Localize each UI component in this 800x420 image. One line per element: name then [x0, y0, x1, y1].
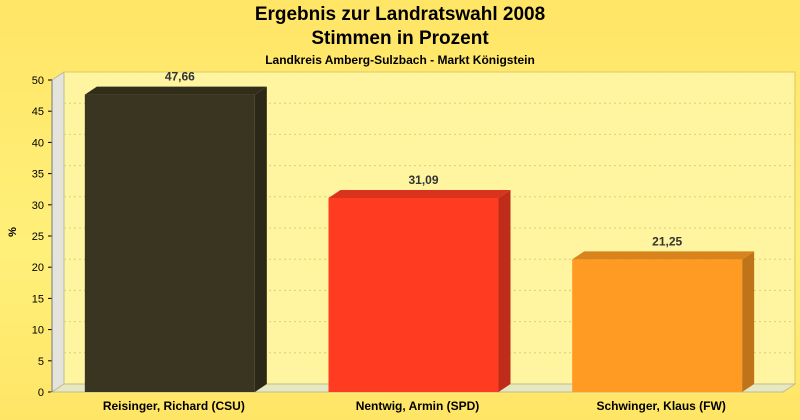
y-tick-label: 35	[32, 169, 44, 181]
y-tick-label: 40	[32, 137, 44, 149]
bar-side	[498, 189, 511, 392]
bar	[84, 94, 255, 393]
x-tick-label: Nentwig, Armin (SPD)	[356, 399, 480, 413]
chart-title: Ergebnis zur Landratswahl 2008	[254, 4, 546, 25]
chart-title-line2: Stimmen in Prozent	[311, 28, 489, 49]
data-label: 47,66	[165, 70, 195, 84]
y-tick-label: 45	[32, 106, 44, 118]
bar-side	[254, 86, 267, 393]
bar	[328, 197, 499, 392]
bar-side	[742, 251, 755, 392]
data-label: 31,09	[408, 173, 438, 187]
y-tick-label: 50	[32, 75, 44, 87]
x-tick-label: Reisinger, Richard (CSU)	[103, 399, 245, 413]
y-tick-label: 5	[38, 356, 44, 368]
bar	[572, 259, 743, 392]
chart-subtitle: Landkreis Amberg-Sulzbach - Markt Königs…	[265, 53, 535, 67]
y-tick-label: 15	[32, 293, 44, 305]
x-tick-label: Schwinger, Klaus (FW)	[596, 399, 725, 413]
bar-top	[328, 189, 511, 198]
plot-side-wall	[51, 71, 65, 393]
bar-top	[572, 251, 755, 260]
bar-top	[84, 86, 267, 95]
y-tick-label: 0	[38, 387, 44, 399]
data-label: 21,25	[652, 234, 682, 248]
y-tick-label: 30	[32, 200, 44, 212]
y-tick-label: 25	[32, 231, 44, 243]
y-tick-label: 10	[32, 325, 44, 337]
y-tick-label: 20	[32, 262, 44, 274]
